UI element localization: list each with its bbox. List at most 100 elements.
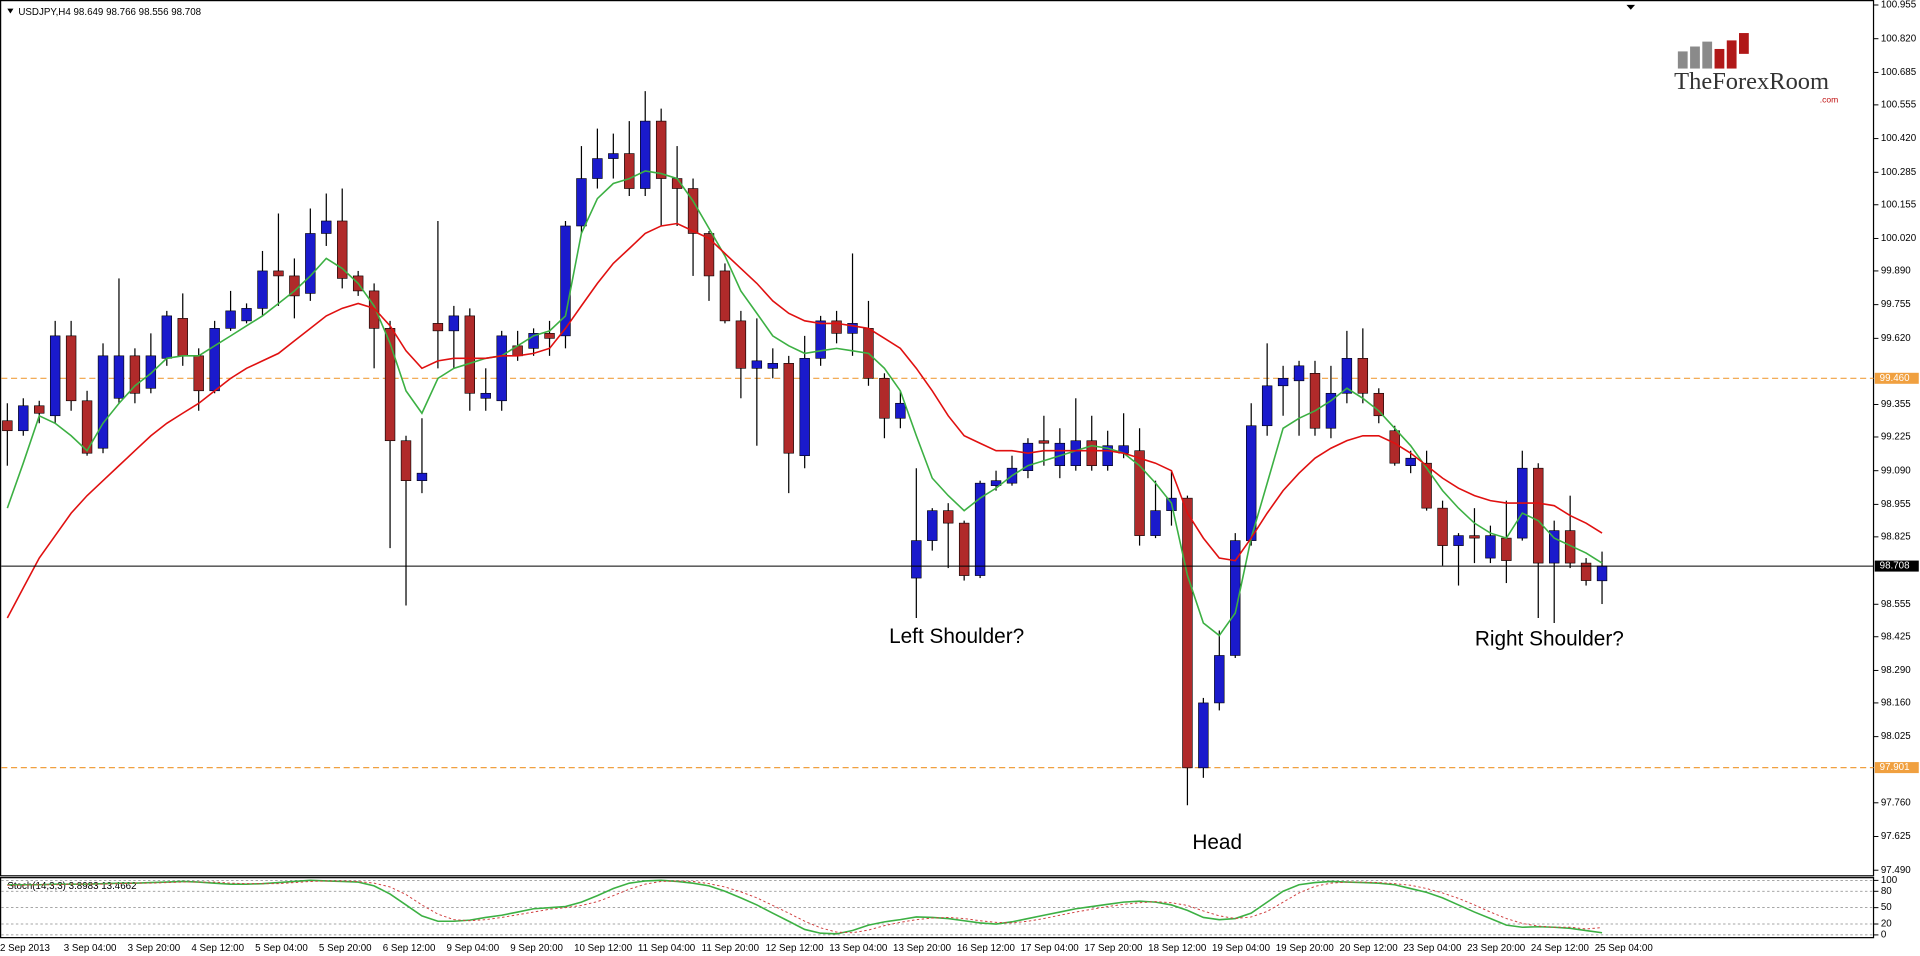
x-tick-label: 19 Sep 04:00 <box>1212 943 1271 954</box>
logo-bar <box>1690 46 1700 69</box>
candle-body <box>1070 440 1081 467</box>
candle-body <box>608 153 619 159</box>
candle-body <box>241 308 252 322</box>
x-tick-label: 23 Sep 20:00 <box>1467 943 1526 954</box>
candle-body <box>719 270 731 322</box>
x-tick-label: 23 Sep 04:00 <box>1403 943 1462 954</box>
candle-body <box>767 363 778 369</box>
x-tick-label: 10 Sep 12:00 <box>574 943 633 954</box>
candle-body <box>735 320 747 369</box>
candle-body <box>1182 497 1193 769</box>
y-tick-label: 100.955 <box>1881 0 1917 11</box>
candle-body <box>911 540 922 579</box>
candle-body <box>1261 385 1273 427</box>
x-tick-label: 24 Sep 12:00 <box>1531 943 1590 954</box>
candle-body <box>1469 535 1480 539</box>
shift-marker[interactable] <box>1626 4 1636 10</box>
stoch-header: Stoch(14,3,3) 3.8983 13.4662 <box>7 881 136 892</box>
candle-body <box>321 220 332 234</box>
candle-body <box>528 333 539 349</box>
candle-body <box>703 233 715 277</box>
candle-body <box>1357 358 1369 394</box>
candle-body <box>65 335 77 402</box>
y-tick-label: 100.555 <box>1881 99 1917 110</box>
candle-body <box>783 363 794 454</box>
x-tick-label: 5 Sep 20:00 <box>319 943 372 954</box>
candle-body <box>34 405 45 414</box>
candle-body <box>576 178 587 227</box>
x-tick-label: 16 Sep 12:00 <box>957 943 1016 954</box>
y-tick-label: 99.355 <box>1881 399 1911 410</box>
y-tick-label: 20 <box>1881 919 1892 930</box>
candle-body <box>1246 425 1257 541</box>
candle-body <box>1389 430 1400 464</box>
candle-body <box>305 233 316 294</box>
candle-body <box>113 355 125 399</box>
annotation: Right Shoulder? <box>1475 628 1624 651</box>
level-tag <box>1874 372 1919 384</box>
candle-body <box>257 270 268 309</box>
candle-body <box>847 323 858 334</box>
y-tick-label: 98.425 <box>1881 631 1911 642</box>
y-tick-label: 100.285 <box>1881 167 1917 178</box>
candle-body <box>1580 562 1592 581</box>
y-tick-label: 0 <box>1881 929 1887 940</box>
x-tick-label: 3 Sep 04:00 <box>64 943 117 954</box>
x-tick-label: 2 Sep 2013 <box>0 943 50 954</box>
x-tick-label: 17 Sep 04:00 <box>1021 943 1080 954</box>
moving-average <box>6 222 1603 619</box>
candle-body <box>815 320 826 359</box>
candle-body <box>1022 442 1034 471</box>
x-tick-label: 20 Sep 12:00 <box>1340 943 1399 954</box>
candle-body <box>1134 450 1145 536</box>
x-tick-label: 17 Sep 20:00 <box>1084 943 1143 954</box>
x-tick-label: 6 Sep 12:00 <box>383 943 436 954</box>
annotation: Head <box>1192 831 1242 854</box>
candle-body <box>927 510 938 541</box>
y-tick-label: 50 <box>1881 902 1892 913</box>
y-tick-label: 100.685 <box>1881 67 1917 78</box>
x-tick-label: 3 Sep 20:00 <box>128 943 181 954</box>
candle-body <box>974 482 986 576</box>
candle-body <box>751 360 763 369</box>
y-tick-label: 100 <box>1881 875 1898 886</box>
candle-body <box>1198 702 1209 769</box>
main-panel-frame <box>0 0 1875 877</box>
candle-body <box>432 323 444 332</box>
x-tick-label: 18 Sep 12:00 <box>1148 943 1207 954</box>
logo-bar <box>1677 51 1688 69</box>
candle-body <box>161 315 173 359</box>
candle-body <box>416 472 428 481</box>
level-label: 97.901 <box>1880 762 1910 773</box>
candle-body <box>943 510 954 524</box>
candle-body <box>145 355 157 389</box>
candle-body <box>1102 445 1113 467</box>
candle-body <box>655 120 667 179</box>
logo-bar <box>1739 33 1749 54</box>
candle-body <box>1564 530 1576 564</box>
candle-body <box>592 158 603 179</box>
candle-body <box>1293 365 1305 382</box>
menu-arrow[interactable] <box>7 8 14 14</box>
candle-body <box>81 400 93 454</box>
y-tick-label: 97.760 <box>1881 797 1911 808</box>
stoch-line <box>7 880 1603 934</box>
y-tick-label: 100.420 <box>1881 133 1917 144</box>
candle-body <box>1405 457 1416 467</box>
candle-body <box>177 318 188 357</box>
candle-body <box>1421 462 1432 509</box>
candle-body <box>1501 537 1512 561</box>
candle-body <box>1086 440 1097 467</box>
x-tick-label: 9 Sep 04:00 <box>447 943 500 954</box>
candle-body <box>1548 530 1560 564</box>
x-tick-label: 25 Sep 04:00 <box>1595 943 1654 954</box>
candle-body <box>480 392 491 399</box>
annotation: Left Shoulder? <box>889 625 1024 648</box>
candle-body <box>97 355 109 449</box>
y-tick-label: 98.955 <box>1881 499 1911 510</box>
candle-body <box>1277 377 1289 387</box>
candle-body <box>1437 507 1448 546</box>
